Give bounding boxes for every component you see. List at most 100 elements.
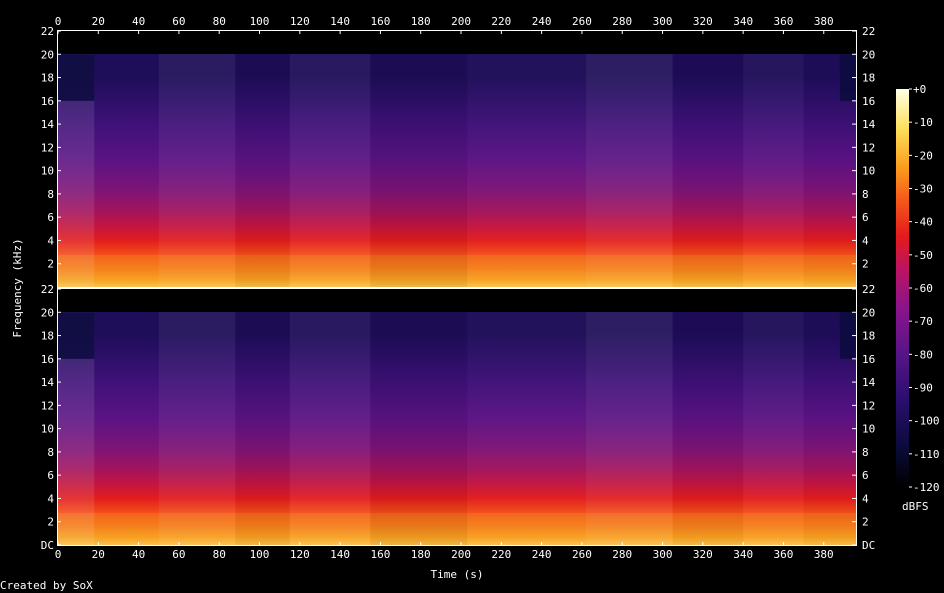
time-segment-0-9 (743, 54, 804, 287)
y-tick-label-left-ch2-16: 16 (41, 353, 54, 366)
x-tick-label-top-0: 0 (55, 15, 62, 28)
y-tick-label-left-ch1-14: 14 (41, 118, 55, 131)
y-tick-label-right-ch1-2: 2 (862, 258, 869, 271)
colorbar-tick-label-4: -40 (913, 216, 933, 229)
y-tick-label-left-ch1-4: 4 (47, 234, 54, 247)
y-tick-label-left-ch1-16: 16 (41, 95, 54, 108)
x-tick-label-bottom-0: 0 (55, 548, 62, 561)
y-tick-label-right-ch1-8: 8 (862, 188, 869, 201)
y-tick-label-left-ch2-18: 18 (41, 330, 54, 343)
x-tick-label-top-60: 60 (172, 15, 185, 28)
colorbar-tick-label-0: +0 (913, 83, 926, 96)
colorbar-label: dBFS (902, 500, 929, 513)
x-tick-label-top-340: 340 (733, 15, 753, 28)
y-tick-label-left-ch1-6: 6 (47, 211, 54, 224)
channel-1-frame (57, 30, 857, 288)
time-segment-1-5 (370, 312, 468, 545)
y-tick-label-right-ch2-DC: DC (862, 539, 875, 552)
x-tick-label-top-360: 360 (774, 15, 794, 28)
colorbar-tick-label-7: -70 (913, 315, 933, 328)
y-tick-label-left-ch2-22: 22 (41, 283, 54, 296)
y-tick-label-left-ch2-10: 10 (41, 423, 54, 436)
x-tick-label-bottom-80: 80 (213, 548, 226, 561)
created-by-credit: Created by SoX (0, 579, 93, 592)
y-tick-label-right-ch2-20: 20 (862, 306, 875, 319)
y-tick-label-left-ch1-2: 2 (47, 258, 54, 271)
x-tick-label-bottom-60: 60 (172, 548, 185, 561)
x-tick-label-top-40: 40 (132, 15, 145, 28)
y-tick-label-left-ch1-18: 18 (41, 72, 54, 85)
x-axis-label: Time (s) (431, 568, 484, 581)
y-tick-label-right-ch2-2: 2 (862, 516, 869, 529)
y-tick-label-right-ch2-22: 22 (862, 283, 875, 296)
hf-edge-right-0 (839, 54, 856, 101)
y-tick-label-left-ch2-DC: DC (41, 539, 54, 552)
x-tick-label-bottom-280: 280 (612, 548, 632, 561)
x-tick-label-bottom-140: 140 (330, 548, 350, 561)
colorbar-tick-label-11: -110 (913, 448, 940, 461)
colorbar-tick-label-9: -90 (913, 382, 933, 395)
time-segment-1-2 (158, 312, 236, 545)
x-axis-top: 0 20 40 60 80 100 120 140 160 180 200 220 240 260 280 3… (55, 15, 834, 34)
time-segment-0-2 (158, 54, 236, 287)
x-tick-label-top-260: 260 (572, 15, 592, 28)
x-tick-label-bottom-20: 20 (92, 548, 105, 561)
time-segment-0-5 (370, 54, 468, 287)
y-tick-label-left-ch2-12: 12 (41, 399, 54, 412)
x-tick-label-top-280: 280 (612, 15, 632, 28)
y-tick-label-left-ch2-8: 8 (47, 446, 54, 459)
x-tick-label-top-140: 140 (330, 15, 350, 28)
x-tick-label-top-100: 100 (250, 15, 270, 28)
channel-2-spectrum (58, 312, 856, 545)
x-tick-label-top-120: 120 (290, 15, 310, 28)
y-tick-label-right-ch1-12: 12 (862, 141, 875, 154)
x-tick-label-bottom-200: 200 (451, 548, 471, 561)
x-tick-label-bottom-180: 180 (411, 548, 431, 561)
channel-1-low-band (58, 255, 856, 287)
time-segment-1-7 (585, 312, 673, 545)
y-tick-label-right-ch2-6: 6 (862, 469, 869, 482)
x-axis-bottom: 0 20 40 60 80 100 120 140 160 180 200 220 240 260 280 3… (55, 542, 834, 561)
colorbar-tick-label-1: -10 (913, 116, 933, 129)
y-tick-label-right-ch1-6: 6 (862, 211, 869, 224)
x-tick-label-bottom-40: 40 (132, 548, 145, 561)
colorbar-ticks: +0 -10 -20 -30 -40 -50 -60 -70 -80 -90 -100 -110 -12… (909, 83, 940, 494)
colorbar-tick-label-8: -80 (913, 348, 933, 361)
y-tick-label-left-ch1-12: 12 (41, 141, 54, 154)
y-tick-label-right-ch2-18: 18 (862, 330, 875, 343)
x-tick-label-bottom-380: 380 (814, 548, 834, 561)
time-segment-1-4 (289, 312, 371, 545)
hf-edge-left-0 (58, 54, 95, 101)
y-tick-label-right-ch1-22: 22 (862, 25, 875, 38)
y-tick-label-right-ch1-18: 18 (862, 72, 875, 85)
x-tick-label-bottom-100: 100 (250, 548, 270, 561)
colorbar-tick-label-2: -20 (913, 149, 933, 162)
channel-2-empty-band (58, 289, 856, 312)
time-segment-1-6 (467, 312, 586, 545)
colorbar-tick-label-10: -100 (913, 415, 940, 428)
time-segment-0-6 (467, 54, 586, 287)
time-segment-0-8 (673, 54, 744, 287)
y-axis-label: Frequency (kHz) (11, 238, 24, 337)
x-tick-label-bottom-320: 320 (693, 548, 713, 561)
channel-2-panel (57, 288, 857, 546)
x-tick-label-top-220: 220 (491, 15, 511, 28)
x-tick-label-top-240: 240 (532, 15, 552, 28)
y-tick-label-right-ch1-14: 14 (862, 118, 876, 131)
time-segment-1-8 (673, 312, 744, 545)
colorbar-tick-label-6: -60 (913, 282, 933, 295)
x-tick-label-bottom-360: 360 (774, 548, 794, 561)
x-tick-label-top-20: 20 (92, 15, 105, 28)
x-tick-label-bottom-240: 240 (532, 548, 552, 561)
x-tick-label-bottom-120: 120 (290, 548, 310, 561)
y-tick-label-left-ch2-2: 2 (47, 516, 54, 529)
colorbar-gradient (896, 89, 909, 487)
x-tick-label-top-200: 200 (451, 15, 471, 28)
time-segment-1-9 (743, 312, 804, 545)
x-tick-label-bottom-300: 300 (653, 548, 673, 561)
colorbar-tick-label-3: -30 (913, 183, 933, 196)
colorbar-tick-label-5: -50 (913, 249, 933, 262)
y-tick-label-left-ch1-20: 20 (41, 48, 54, 61)
